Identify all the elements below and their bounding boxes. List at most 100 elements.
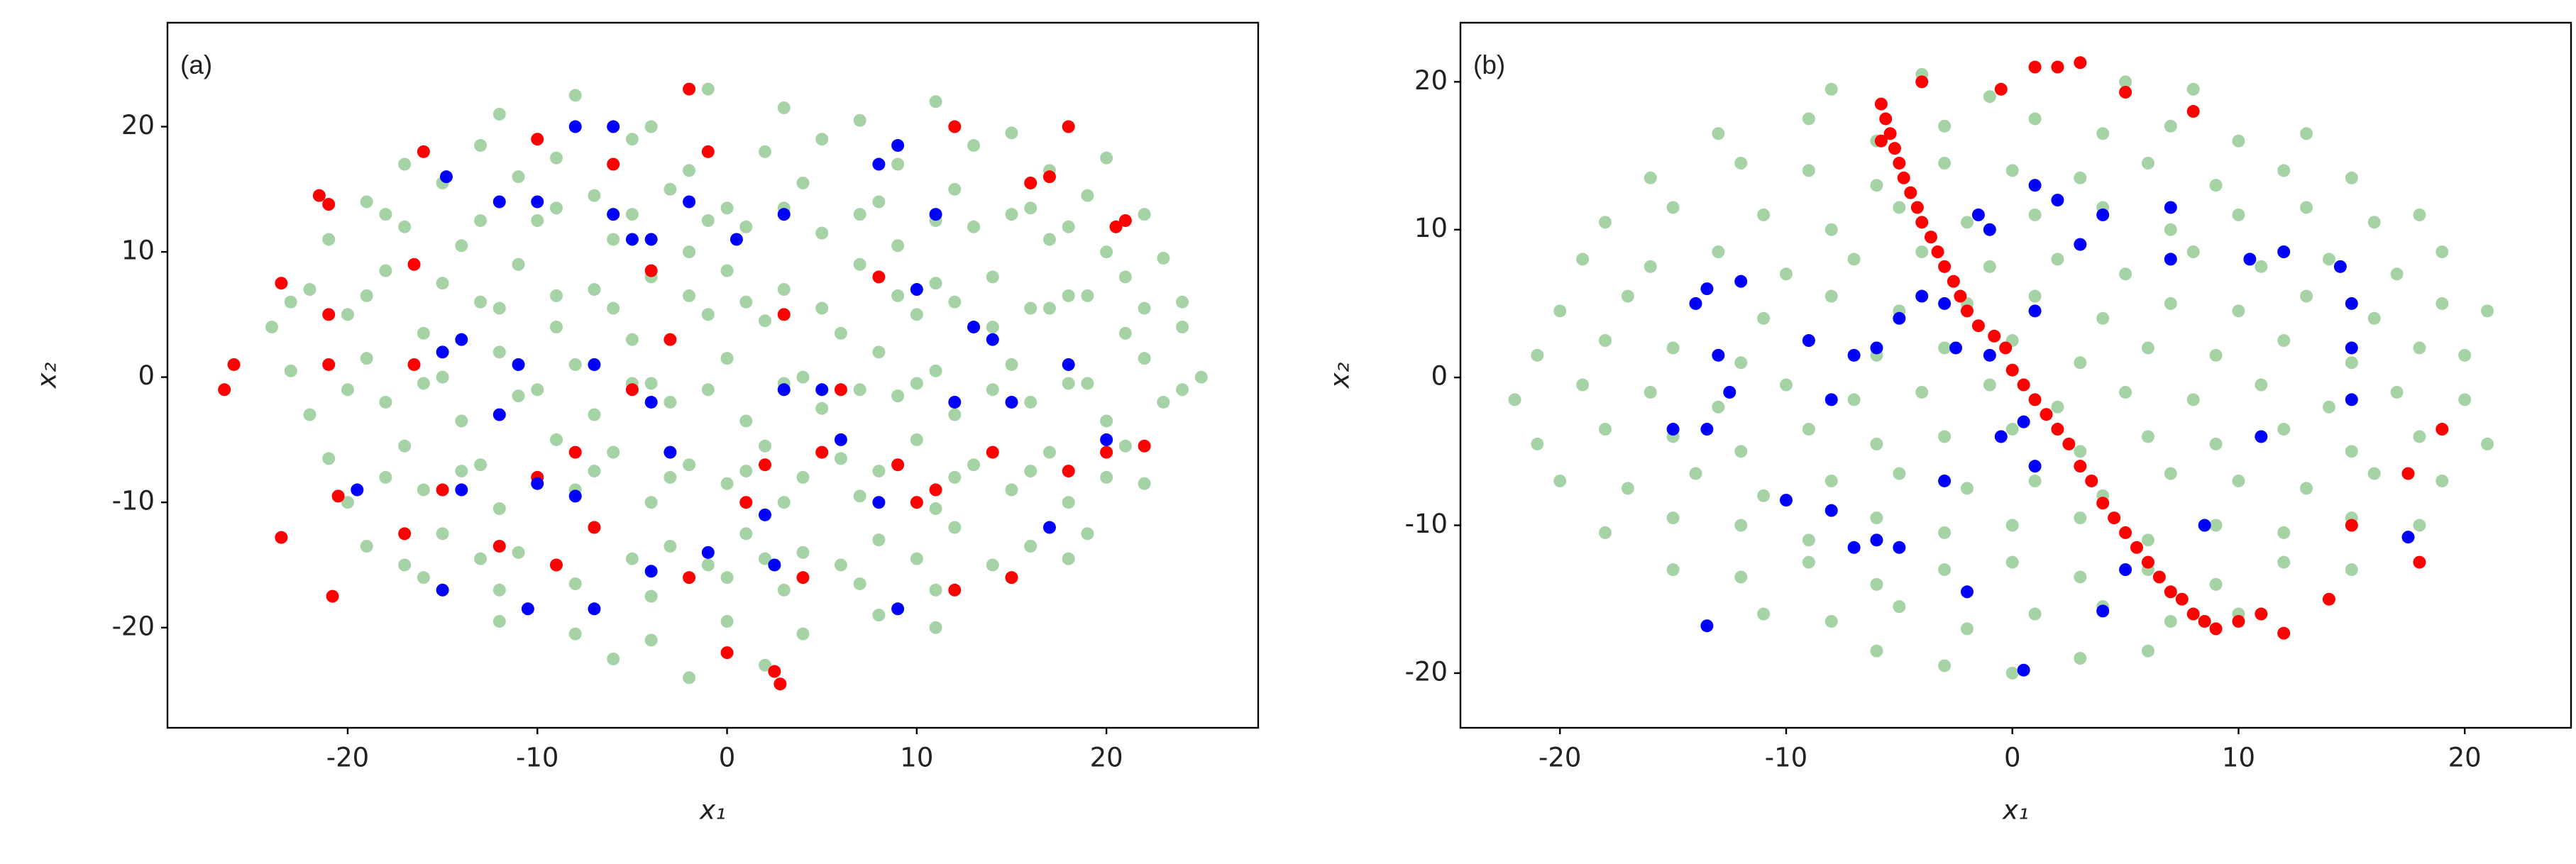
scatter-point (720, 614, 734, 628)
scatter-point (2300, 201, 2313, 214)
scatter-point (739, 295, 753, 309)
scatter-point (1138, 477, 1151, 490)
scatter-point (2096, 497, 2110, 510)
scatter-point (1757, 489, 1771, 502)
scatter-point (910, 377, 923, 390)
scatter-point (341, 496, 354, 509)
scatter-point (1042, 445, 1056, 459)
scatter-point (730, 233, 743, 246)
scatter-point (360, 539, 373, 553)
scatter-point (2367, 216, 2381, 229)
panel: -20 -10 0 10 20 -20 -10 0 10 20 x₁ x₂ (a) (32, 21, 1260, 826)
scatter-point (2017, 663, 2030, 677)
scatter-point (644, 395, 658, 409)
scatter-point (720, 264, 734, 277)
scatter-point (2141, 533, 2154, 547)
scatter-point (265, 321, 279, 334)
x-axis-label: x₁ (699, 795, 726, 826)
scatter-point (2186, 245, 2200, 258)
scatter-point (872, 533, 886, 547)
scatter-point (2333, 260, 2347, 273)
scatter-point (1576, 253, 1590, 266)
scatter-point (588, 189, 601, 202)
scatter-point (2277, 334, 2291, 348)
scatter-point (891, 239, 905, 253)
scatter-point (967, 139, 981, 153)
scatter-point (834, 326, 847, 340)
scatter-point (1802, 334, 1815, 348)
scatter-point (322, 308, 336, 321)
scatter-point (549, 201, 563, 215)
scatter-point (929, 483, 942, 497)
scatter-point (1100, 433, 1113, 446)
scatter-point (1723, 385, 1736, 399)
scatter-point (303, 283, 317, 297)
scatter-point (2141, 555, 2154, 569)
scatter-point (1118, 439, 1132, 453)
scatter-point (1138, 352, 1151, 365)
scatter-point (398, 439, 412, 453)
scatter-point (2322, 592, 2335, 606)
scatter-point (1870, 179, 1883, 192)
scatter-point (872, 465, 886, 478)
scatter-point (607, 301, 620, 315)
scatter-point (312, 189, 326, 202)
scatter-point (1005, 358, 1018, 371)
scatter-point (2119, 85, 2132, 99)
scatter-point (1621, 482, 1634, 495)
scatter-point (360, 289, 373, 302)
scatter-point (2243, 253, 2257, 266)
scatter-point (1824, 393, 1838, 406)
scatter-point (1118, 326, 1132, 340)
scatter-point (1938, 659, 1952, 672)
scatter-point (2186, 82, 2200, 96)
scatter-point (2119, 75, 2132, 89)
scatter-point (777, 383, 791, 397)
scatter-point (1100, 470, 1113, 484)
scatter-point (891, 602, 905, 616)
y-tick-label: 10 (1414, 213, 1448, 243)
scatter-point (683, 245, 696, 259)
scatter-point (568, 89, 582, 102)
panel: -20 -10 0 10 20 -20 -10 0 10 20 x₁ x₂ (b) (1325, 21, 2572, 826)
scatter-point (1802, 423, 1815, 436)
scatter-point (644, 496, 658, 509)
scatter-point (1910, 201, 1924, 214)
scatter-point (891, 157, 905, 171)
scatter-point (948, 521, 962, 534)
scatter-point (834, 433, 847, 446)
scatter-point (1062, 358, 1075, 371)
scatter-point (2458, 393, 2472, 406)
scatter-point (474, 458, 488, 472)
scatter-point (568, 358, 582, 371)
x-tick-label: -20 (326, 743, 369, 773)
scatter-point (531, 477, 544, 490)
scatter-point (1062, 120, 1075, 133)
scatter-point (417, 326, 430, 340)
scatter-point (644, 120, 658, 133)
scatter-point (625, 552, 639, 565)
scatter-point (2209, 348, 2223, 362)
scatter-point (531, 195, 544, 209)
scatter-point (2119, 563, 2132, 577)
scatter-point (1553, 304, 1567, 318)
scatter-point (2345, 393, 2358, 406)
scatter-point (872, 345, 886, 359)
scatter-point (1983, 90, 1996, 104)
scatter-point (2096, 311, 2110, 325)
scatter-point (407, 257, 421, 271)
scatter-point (759, 508, 772, 521)
scatter-point (1005, 126, 1018, 140)
scatter-point (512, 170, 525, 184)
scatter-point (1915, 216, 1929, 229)
scatter-point (492, 345, 506, 359)
scatter-point (1712, 400, 1725, 414)
scatter-point (1824, 614, 1838, 628)
y-tick-label: 20 (1414, 65, 1448, 96)
scatter-point (1870, 577, 1883, 591)
scatter-point (1824, 223, 1838, 236)
scatter-point (360, 352, 373, 365)
scatter-point (398, 558, 412, 572)
scatter-point (739, 496, 753, 509)
scatter-point (2096, 127, 2110, 140)
